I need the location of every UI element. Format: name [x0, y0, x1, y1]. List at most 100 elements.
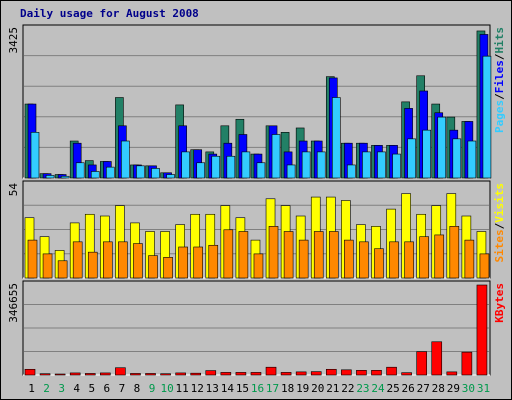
x-tick-label: 28 [432, 382, 445, 395]
bar-kbytes-day-5 [84, 373, 96, 376]
bar-kbytes-day-24 [371, 370, 382, 376]
x-tick-label: 5 [88, 382, 95, 395]
bar-sites-day-10 [163, 257, 173, 279]
bar-sites-day-3 [57, 260, 68, 279]
panel-3: 346655 KBytes [7, 280, 506, 376]
bar-kbytes-day-7 [115, 367, 126, 376]
series-legend-label: Pages/Files/Hits [493, 27, 506, 133]
bar-sites-day-26 [404, 241, 414, 279]
bar-kbytes-day-27 [416, 351, 427, 376]
bar-sites-day-5 [87, 251, 98, 279]
x-tick-label: 19 [296, 382, 309, 395]
x-tick-label: 23 [356, 382, 369, 395]
bar-pages-day-22 [347, 164, 356, 179]
bar-kbytes-day-20 [310, 371, 322, 376]
x-tick-label: 30 [462, 382, 475, 395]
legend-part: / [493, 93, 506, 100]
bar-kbytes-day-11 [175, 372, 186, 376]
bar-sites-day-15 [238, 231, 249, 279]
x-tick-label: 31 [477, 382, 490, 395]
bar-sites-day-9 [148, 255, 158, 279]
x-tick-label: 29 [447, 382, 460, 395]
bar-pages-day-21 [331, 97, 341, 179]
x-tick-label: 12 [191, 382, 204, 395]
bar-sites-day-11 [178, 246, 188, 279]
x-tick-label: 8 [134, 382, 141, 395]
bar-kbytes-day-4 [69, 372, 81, 376]
x-tick-label: 20 [311, 382, 324, 395]
bar-pages-day-3 [60, 175, 70, 179]
bar-pages-day-5 [90, 171, 100, 179]
bar-sites-day-20 [313, 231, 324, 279]
bar-pages-day-18 [286, 164, 296, 179]
bar-sites-day-29 [449, 226, 460, 279]
bar-kbytes-day-23 [356, 370, 367, 376]
bar-pages-day-9 [151, 168, 160, 179]
bar-pages-day-6 [106, 166, 115, 179]
legend-part: Hits [493, 27, 506, 54]
legend-part: Pages [493, 100, 506, 133]
legend-part: Sites [493, 229, 506, 262]
x-tick-label: 11 [176, 382, 189, 395]
bar-kbytes-day-16 [250, 372, 262, 376]
bar-kbytes-day-2 [39, 373, 51, 376]
legend-part: Files [493, 60, 506, 93]
bar-pages-day-13 [211, 155, 221, 179]
x-tick-label: 6 [104, 382, 111, 395]
bar-kbytes-day-8 [130, 373, 141, 376]
bar-pages-day-23 [362, 151, 371, 179]
x-tick-label: 18 [281, 382, 294, 395]
chart-panels: 3425Pages/Files/Hits54Sites/Visits346655… [7, 24, 506, 376]
x-tick-label: 17 [266, 382, 279, 395]
bar-sites-day-25 [389, 241, 399, 279]
bar-kbytes-day-6 [100, 372, 111, 376]
bar-pages-day-14 [226, 155, 236, 179]
bar-pages-day-27 [422, 129, 431, 179]
bar-kbytes-day-30 [461, 351, 473, 376]
bar-pages-day-28 [437, 116, 447, 179]
x-tick-label: 27 [417, 382, 430, 395]
chart-title: Daily usage for August 2008 [20, 7, 199, 20]
x-tick-label: 21 [326, 382, 339, 395]
bar-kbytes-day-31 [476, 284, 488, 376]
bar-kbytes-day-28 [431, 341, 443, 376]
bar-sites-day-31 [479, 253, 490, 279]
bar-sites-day-4 [72, 241, 83, 279]
bar-sites-day-27 [419, 236, 429, 279]
bar-sites-day-28 [434, 234, 445, 279]
bar-sites-day-21 [328, 231, 339, 279]
x-tick-label: 26 [402, 382, 415, 395]
bar-pages-day-11 [181, 151, 190, 179]
x-tick-label: 10 [160, 382, 173, 395]
bar-kbytes-day-1 [24, 368, 36, 376]
x-tick-label: 3 [58, 382, 65, 395]
x-tick-label: 14 [221, 382, 235, 395]
bar-pages-day-10 [166, 174, 175, 179]
bar-kbytes-day-22 [341, 369, 352, 376]
x-tick-label: 13 [206, 382, 219, 395]
x-tick-label: 24 [371, 382, 385, 395]
x-tick-label: 16 [251, 382, 264, 395]
bar-pages-day-2 [45, 175, 55, 179]
bar-sites-day-19 [298, 239, 309, 279]
bar-pages-day-12 [196, 162, 206, 179]
bar-sites-day-30 [464, 239, 475, 279]
bar-pages-day-4 [75, 162, 85, 179]
series-legend-label: KBytes [493, 283, 506, 323]
x-tick-label: 7 [119, 382, 126, 395]
x-tick-label: 4 [73, 382, 80, 395]
bar-sites-day-2 [42, 253, 53, 279]
bar-sites-day-22 [344, 239, 354, 279]
bar-kbytes-day-3 [54, 373, 66, 376]
bar-sites-day-18 [283, 231, 294, 279]
bar-sites-day-6 [103, 241, 113, 279]
bar-kbytes-day-17 [265, 366, 277, 376]
bar-pages-day-30 [467, 140, 477, 179]
bar-pages-day-20 [316, 151, 326, 179]
bar-pages-day-1 [30, 132, 40, 179]
series-legend-label: Sites/Visits [493, 183, 506, 263]
bar-kbytes-day-18 [280, 372, 292, 376]
bar-sites-day-17 [268, 226, 279, 279]
